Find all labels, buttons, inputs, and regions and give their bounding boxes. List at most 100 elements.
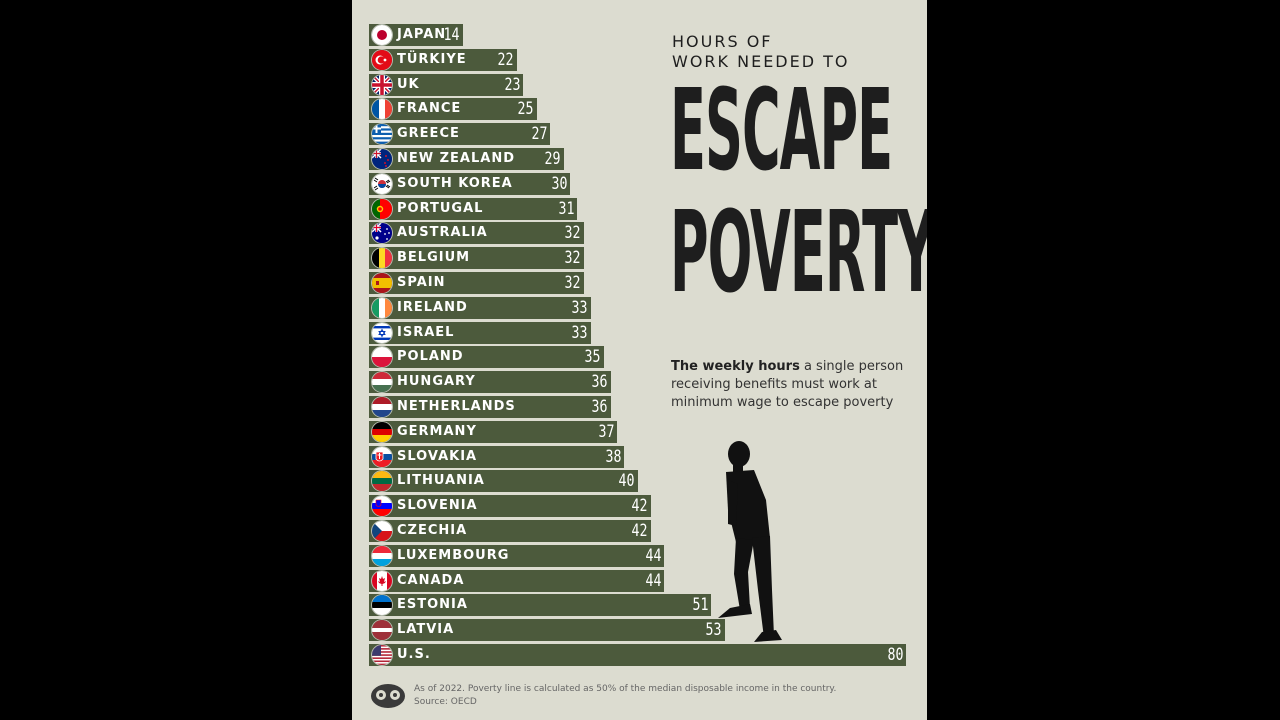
footnote: As of 2022. Poverty line is calculated a… [414, 683, 836, 709]
country-label: NEW ZEALAND [397, 151, 516, 166]
flag-canada-icon [372, 570, 392, 591]
value-label: 38 [605, 446, 622, 467]
flag-australia-icon [372, 223, 392, 244]
flag-new-zealand-icon [372, 149, 392, 169]
country-label: GERMANY [397, 423, 477, 439]
value-label: 31 [558, 198, 575, 219]
flag-israel-icon [372, 322, 392, 343]
value-label: 33 [571, 297, 588, 318]
bar-spain: SPAIN 32 [369, 272, 584, 294]
country-label: SLOVENIA [397, 498, 478, 514]
bar-uk: UK 23 [369, 73, 524, 96]
subtitle-bold: The weekly hours [671, 359, 800, 374]
country-label: LUXEMBOURG [397, 547, 510, 563]
value-label: 35 [584, 347, 601, 368]
country-label: LITHUANIA [397, 473, 485, 489]
value-label: 80 [887, 645, 903, 665]
bar-japan: JAPAN 14 [369, 24, 463, 46]
country-label: SLOVAKIA [397, 448, 478, 464]
country-label: LATVIA [397, 622, 455, 638]
bar-belgium: BELGIUM 32 [369, 247, 584, 270]
bar-new-zealand: NEW ZEALAND 29 [369, 148, 564, 170]
flag-spain-icon [372, 273, 392, 293]
flag-south-korea-icon [372, 173, 392, 194]
value-label: 33 [571, 322, 588, 343]
country-label: SPAIN [397, 275, 446, 290]
bar-portugal: PORTUGAL 31 [369, 197, 578, 220]
value-label: 44 [645, 545, 662, 566]
country-label: BELGIUM [397, 250, 471, 266]
value-label: 27 [531, 124, 548, 145]
country-label: POLAND [397, 349, 464, 365]
bar-australia: AUSTRALIA 32 [369, 222, 584, 245]
title-big: ESCAPE POVERTY [670, 70, 927, 314]
bar-france: FRANCE 25 [369, 98, 537, 121]
bar-greece: GREECE 27 [369, 123, 551, 146]
value-label: 22 [497, 49, 514, 70]
value-label: 40 [618, 471, 635, 492]
bar-south-korea: SOUTH KOREA 30 [369, 172, 571, 195]
flag-us-icon [372, 645, 392, 665]
title-line-2: WORK NEEDED TO [672, 52, 850, 71]
country-label: AUSTRALIA [397, 225, 488, 241]
flag-uk-icon [372, 74, 392, 95]
country-label: IRELAND [397, 299, 468, 315]
flag-france-icon [372, 99, 392, 120]
value-label: 51 [692, 595, 709, 616]
title-poverty: POVERTY [670, 188, 927, 318]
bar-canada: CANADA 44 [369, 569, 665, 592]
country-label: TÜRKIYE [397, 51, 467, 67]
subtitle-rest: a single person receiving benefits must … [671, 359, 904, 410]
title-escape: ESCAPE [670, 66, 893, 196]
value-label: 30 [551, 173, 568, 194]
country-label: HUNGARY [397, 374, 476, 390]
bar-israel: ISRAEL 33 [369, 321, 591, 344]
country-label: PORTUGAL [397, 200, 484, 216]
flag-slovenia-icon [372, 496, 392, 517]
flag-hungary-icon [372, 372, 392, 393]
value-label: 44 [645, 570, 662, 591]
footnote-line-1: As of 2022. Poverty line is calculated a… [414, 684, 837, 694]
value-label: 42 [631, 521, 648, 541]
flag-czechia-icon [372, 521, 392, 541]
stair-climber-silhouette [718, 441, 782, 642]
value-label: 32 [564, 223, 581, 244]
bar-slovakia: SLOVAKIA 38 [369, 445, 625, 468]
value-label: 32 [564, 248, 581, 269]
subtitle: The weekly hours a single person receivi… [671, 358, 911, 412]
flag-germany-icon [372, 421, 392, 442]
country-label: ESTONIA [397, 597, 468, 613]
value-label: 53 [705, 620, 722, 641]
bar-germany: GERMANY 37 [369, 420, 618, 443]
flag-poland-icon [372, 347, 392, 368]
flag-netherlands-icon [372, 397, 392, 417]
flag-estonia-icon [372, 595, 392, 616]
infographic-poster: JAPAN 14 TÜRKIYE 22 UK 23 FRANCE 25 GREECE 27 NEW … [352, 0, 927, 720]
flag-latvia-icon [372, 620, 392, 641]
bar-ireland: IRELAND 33 [369, 296, 591, 319]
bar-turkiye: TÜRKIYE 22 [369, 48, 517, 71]
value-label: 25 [517, 99, 534, 120]
country-label: CANADA [397, 572, 465, 588]
value-label: 32 [564, 273, 581, 293]
country-label: NETHERLANDS [397, 399, 516, 414]
country-label: CZECHIA [397, 523, 468, 538]
country-label: GREECE [397, 126, 460, 142]
flag-portugal-icon [372, 198, 392, 219]
value-label: 36 [591, 372, 608, 393]
bar-us: U.S. 80 [369, 644, 906, 666]
country-label: U.S. [397, 647, 431, 662]
flag-luxembourg-icon [372, 545, 392, 566]
value-label: 37 [598, 421, 615, 442]
publisher-logo-icon [371, 684, 405, 708]
bar-poland: POLAND 35 [369, 346, 604, 369]
value-label: 14 [443, 25, 460, 45]
bar-hungary: HUNGARY 36 [369, 371, 611, 394]
country-label: FRANCE [397, 101, 462, 117]
country-label: SOUTH KOREA [397, 175, 513, 191]
bar-estonia: ESTONIA 51 [369, 594, 712, 617]
value-label: 42 [631, 496, 648, 517]
country-label: UK [397, 76, 420, 92]
footnote-source: Source: OECD [414, 697, 477, 707]
value-label: 23 [504, 74, 521, 95]
